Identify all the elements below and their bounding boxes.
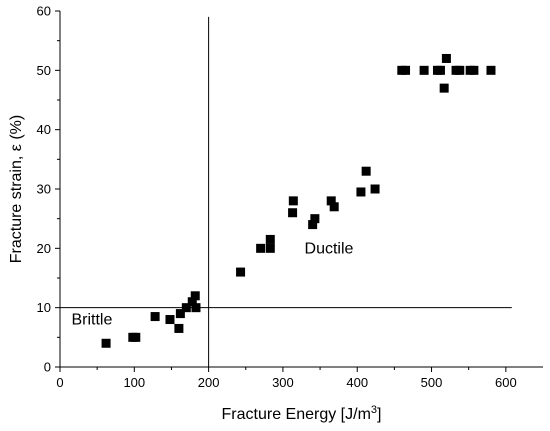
data-point [370, 184, 380, 194]
data-point [486, 65, 496, 75]
x-axis-ticks: 0 100 200 300 400 500 600 [56, 367, 517, 390]
data-point [439, 83, 449, 93]
x-tick-label: 100 [123, 375, 145, 390]
data-point [150, 312, 160, 322]
data-point [419, 65, 429, 75]
annotations: Brittle Ductile [71, 240, 353, 328]
plot-frame [59, 11, 543, 368]
data-point [187, 297, 197, 307]
data-point [191, 303, 201, 313]
x-tick-label: 600 [495, 375, 517, 390]
data-point [265, 234, 275, 244]
y-axis-ticks: 0 10 20 30 40 50 60 [37, 4, 60, 375]
data-point [288, 208, 298, 218]
data-point [265, 243, 275, 253]
data-point [455, 65, 465, 75]
data-point [174, 323, 184, 333]
data-point [326, 196, 336, 206]
data-point [329, 202, 339, 212]
x-tick-label: 400 [346, 375, 368, 390]
data-points [101, 53, 496, 348]
data-point [310, 214, 320, 224]
data-point [181, 303, 191, 313]
y-axis-title: Fracture strain, ε (%) [8, 115, 25, 264]
data-point [469, 65, 479, 75]
data-point [101, 338, 111, 348]
reference-lines [60, 16, 512, 367]
data-point [441, 53, 451, 63]
data-point [401, 65, 411, 75]
data-point [190, 291, 200, 301]
data-point [435, 65, 445, 75]
data-point [288, 196, 298, 206]
y-tick-label: 50 [37, 63, 51, 78]
y-tick-label: 40 [37, 122, 51, 137]
y-tick-label: 0 [44, 360, 51, 375]
y-tick-label: 10 [37, 300, 51, 315]
y-tick-label: 30 [37, 182, 51, 197]
x-axis-title: Fracture Energy [J/m3] [222, 404, 382, 423]
x-tick-label: 500 [421, 375, 443, 390]
x-tick-label: 200 [198, 375, 220, 390]
x-tick-label: 300 [272, 375, 294, 390]
data-point [361, 166, 371, 176]
data-point [131, 332, 141, 342]
data-point [236, 267, 246, 277]
data-point [356, 187, 366, 197]
y-tick-label: 60 [37, 4, 51, 19]
data-point [308, 220, 318, 230]
annotation-label: Brittle [71, 312, 112, 329]
data-point [256, 243, 266, 253]
x-tick-label: 0 [56, 375, 63, 390]
y-tick-label: 20 [37, 241, 51, 256]
data-point [175, 309, 185, 319]
data-point [165, 315, 175, 325]
annotation-label: Ductile [305, 240, 354, 257]
